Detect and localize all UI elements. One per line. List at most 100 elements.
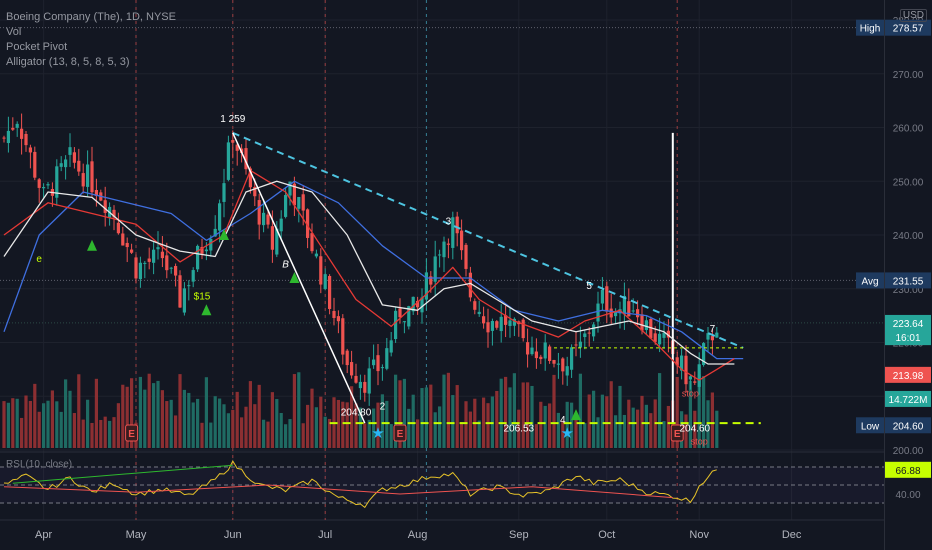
rsi-divergence-line xyxy=(3,484,673,499)
candle-body xyxy=(72,152,76,163)
x-tick-label: Oct xyxy=(598,529,615,541)
price-scale[interactable]: USD xyxy=(884,0,932,550)
volume-bar xyxy=(451,395,455,448)
volume-bar xyxy=(684,414,688,448)
candle-body xyxy=(15,123,19,128)
price-value-tag xyxy=(885,390,931,407)
candle-body xyxy=(284,195,288,217)
volume-bar xyxy=(715,410,719,448)
volume-bar xyxy=(512,373,516,448)
candle-body xyxy=(130,249,134,253)
volume-bar xyxy=(407,408,411,448)
candle-body xyxy=(2,137,6,139)
rsi-panel: RSI (10, close) xyxy=(0,459,884,509)
chart-label: $15 xyxy=(194,292,211,303)
volume-bar xyxy=(468,411,472,448)
candle-body xyxy=(680,355,684,371)
volume-bar xyxy=(319,396,323,448)
volume-bar xyxy=(358,407,362,448)
volume-bar xyxy=(354,403,358,448)
volume-bar xyxy=(688,380,692,448)
candle-body xyxy=(297,196,301,209)
volume-bar xyxy=(46,400,50,448)
volume-bar xyxy=(99,419,103,448)
candle-body xyxy=(86,164,90,187)
volume-bar xyxy=(213,396,217,448)
earnings-icon xyxy=(393,424,407,442)
candle-body xyxy=(68,147,72,155)
volume-bar xyxy=(292,374,296,448)
candle-body xyxy=(372,359,376,366)
candle-body xyxy=(213,228,217,237)
volume-bar xyxy=(257,384,261,448)
volume-bar xyxy=(666,405,670,448)
candle-body xyxy=(319,256,323,285)
volume-bar xyxy=(275,399,279,448)
candle-body xyxy=(684,355,688,385)
candle-body xyxy=(94,189,98,196)
volume-bar xyxy=(28,400,32,448)
candle-body xyxy=(138,262,142,280)
candle-body xyxy=(389,340,393,353)
volume-bar xyxy=(372,408,376,448)
volume-bar xyxy=(68,390,72,448)
volume-bar xyxy=(152,383,156,448)
volume-bar xyxy=(618,385,622,448)
candle-body xyxy=(253,186,257,197)
candle-body xyxy=(649,319,653,339)
volume-bar xyxy=(174,415,178,448)
indicator-pocket-pivot[interactable]: Pocket Pivot xyxy=(6,41,68,53)
volume-bar xyxy=(209,422,213,448)
candle-body xyxy=(402,321,406,323)
volume-bar xyxy=(240,417,244,448)
volume-bar xyxy=(675,376,679,448)
white-ma-line xyxy=(3,180,735,365)
candle-body xyxy=(486,322,490,333)
volume-bar xyxy=(504,376,508,448)
price-label-tag xyxy=(856,272,884,289)
volume-bar xyxy=(15,398,19,448)
blue-ma-line xyxy=(3,180,744,360)
earnings-icon xyxy=(670,424,684,442)
indicator-vol[interactable]: Vol xyxy=(6,26,22,38)
x-tick-label: Sep xyxy=(509,529,529,541)
earnings-label: E xyxy=(128,429,135,440)
candle-body xyxy=(266,214,270,225)
volume-bar xyxy=(636,409,640,448)
price-value-tag xyxy=(885,19,931,36)
candle-body xyxy=(156,247,160,250)
candle-body xyxy=(666,330,670,338)
candle-body xyxy=(262,212,266,226)
volume-bar xyxy=(160,390,164,448)
volume-bar xyxy=(231,409,235,448)
star-icon: ★ xyxy=(371,424,384,442)
candle-body xyxy=(345,350,349,366)
candle-body xyxy=(200,246,204,254)
candle-body xyxy=(622,295,626,315)
candle-body xyxy=(279,218,283,232)
volume-bar xyxy=(556,412,560,448)
pocket-pivot-marker xyxy=(219,229,229,240)
candle-body xyxy=(24,133,28,146)
symbol-title[interactable]: Boeing Company (The), 1D, NYSE xyxy=(6,11,176,23)
candle-body xyxy=(433,256,437,282)
candle-body xyxy=(244,148,248,170)
volume-bar xyxy=(248,381,252,448)
candle-body xyxy=(116,222,120,234)
pocket-pivot-marker xyxy=(289,272,300,283)
candle-body xyxy=(605,286,609,312)
candle-body xyxy=(191,270,195,282)
candle-body xyxy=(618,309,622,314)
volume-bar xyxy=(266,421,270,448)
y-tick-label: 230.00 xyxy=(893,285,924,296)
volume-bar xyxy=(385,400,389,448)
volume-bar xyxy=(165,401,169,448)
indicator-alligator[interactable]: Alligator (13, 8, 5, 8, 5, 3) xyxy=(6,56,130,68)
volume-bar xyxy=(438,406,442,448)
volume-bar xyxy=(697,374,701,448)
currency-badge[interactable]: USD xyxy=(899,9,927,22)
volume-bar xyxy=(279,412,283,448)
volume-bar xyxy=(191,402,195,448)
volume-bar xyxy=(2,401,6,448)
